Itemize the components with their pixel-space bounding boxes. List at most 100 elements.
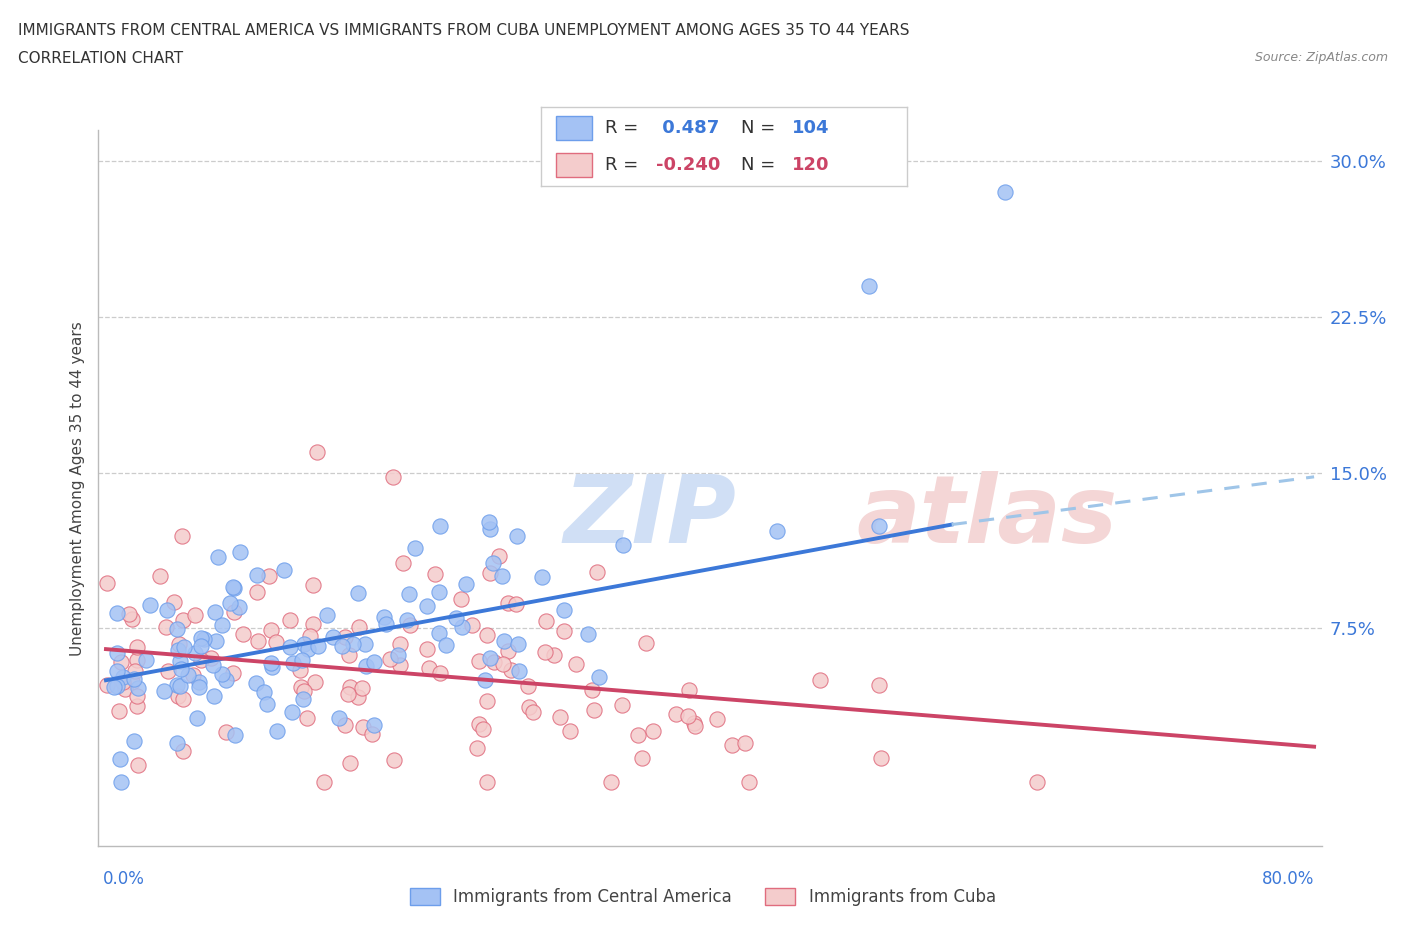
Point (107, 703, 129, 718)
Point (993, 185, 1015, 200)
Point (388, 637, 411, 652)
Point (183, 607, 205, 622)
Point (868, 678, 890, 693)
Point (260, 622, 283, 637)
Point (665, 707, 688, 722)
Text: atlas: atlas (856, 471, 1118, 563)
Point (264, 634, 287, 649)
Point (475, 628, 498, 643)
Point (135, 653, 157, 668)
Point (155, 603, 177, 618)
Point (335, 718, 357, 733)
Point (808, 673, 831, 688)
Point (127, 653, 149, 668)
Point (517, 700, 540, 715)
Point (222, 666, 245, 681)
Point (184, 645, 207, 660)
Point (121, 674, 143, 689)
Point (117, 606, 139, 621)
Point (429, 666, 451, 681)
Point (139, 598, 162, 613)
Point (229, 545, 252, 560)
Point (508, 636, 530, 651)
Point (564, 657, 586, 671)
Point (553, 603, 575, 618)
Point (347, 690, 370, 705)
Point (111, 675, 134, 690)
Point (204, 634, 226, 649)
Point (253, 684, 276, 699)
Point (166, 735, 188, 750)
Point (218, 595, 240, 610)
Point (363, 655, 385, 670)
Point (96, 576, 118, 591)
Point (337, 647, 360, 662)
Point (190, 631, 212, 645)
Point (266, 724, 288, 738)
Point (627, 728, 650, 743)
Point (292, 636, 315, 651)
Point (586, 565, 609, 579)
Point (332, 638, 354, 653)
Point (157, 664, 180, 679)
Point (505, 596, 527, 611)
Point (478, 650, 501, 665)
Point (167, 637, 190, 652)
Point (301, 617, 323, 631)
Point (222, 581, 245, 596)
Point (734, 735, 756, 750)
Point (172, 743, 194, 758)
Point (105, 645, 128, 660)
Point (581, 683, 603, 698)
Point (260, 659, 283, 674)
Point (612, 538, 634, 552)
Point (492, 657, 515, 671)
Point (363, 718, 385, 733)
Point (342, 636, 364, 651)
Point (290, 662, 312, 677)
Point (868, 519, 890, 534)
Point (273, 563, 295, 578)
Point (641, 724, 664, 738)
Text: CORRELATION CHART: CORRELATION CHART (18, 51, 183, 66)
Point (576, 626, 599, 641)
Point (501, 662, 523, 677)
Point (582, 703, 605, 718)
Point (105, 605, 128, 620)
Text: -0.240: -0.240 (657, 155, 721, 174)
Point (491, 569, 513, 584)
Point (382, 753, 405, 768)
Point (215, 724, 238, 739)
Point (482, 655, 505, 670)
Point (127, 757, 149, 772)
Text: 120: 120 (792, 155, 830, 174)
Point (678, 683, 700, 698)
Point (232, 627, 254, 642)
Point (721, 737, 744, 752)
Point (352, 720, 374, 735)
Point (347, 619, 370, 634)
Point (516, 678, 538, 693)
Point (423, 566, 446, 581)
Point (346, 586, 368, 601)
Point (492, 634, 515, 649)
Point (1025, 775, 1047, 790)
Text: N =: N = (741, 119, 775, 138)
Point (291, 692, 314, 707)
Point (534, 614, 557, 629)
Text: IMMIGRANTS FROM CENTRAL AMERICA VS IMMIGRANTS FROM CUBA UNEMPLOYMENT AMONG AGES : IMMIGRANTS FROM CENTRAL AMERICA VS IMMIG… (18, 23, 910, 38)
Point (214, 672, 236, 687)
Point (169, 654, 191, 669)
Point (245, 675, 267, 690)
Point (246, 585, 269, 600)
Point (396, 612, 419, 627)
Point (361, 726, 384, 741)
Point (352, 681, 374, 696)
Point (105, 664, 128, 679)
Point (534, 644, 557, 659)
Point (256, 697, 278, 711)
Point (186, 711, 208, 725)
Text: 80.0%: 80.0% (1263, 870, 1315, 888)
Point (307, 638, 329, 653)
Point (548, 710, 571, 724)
